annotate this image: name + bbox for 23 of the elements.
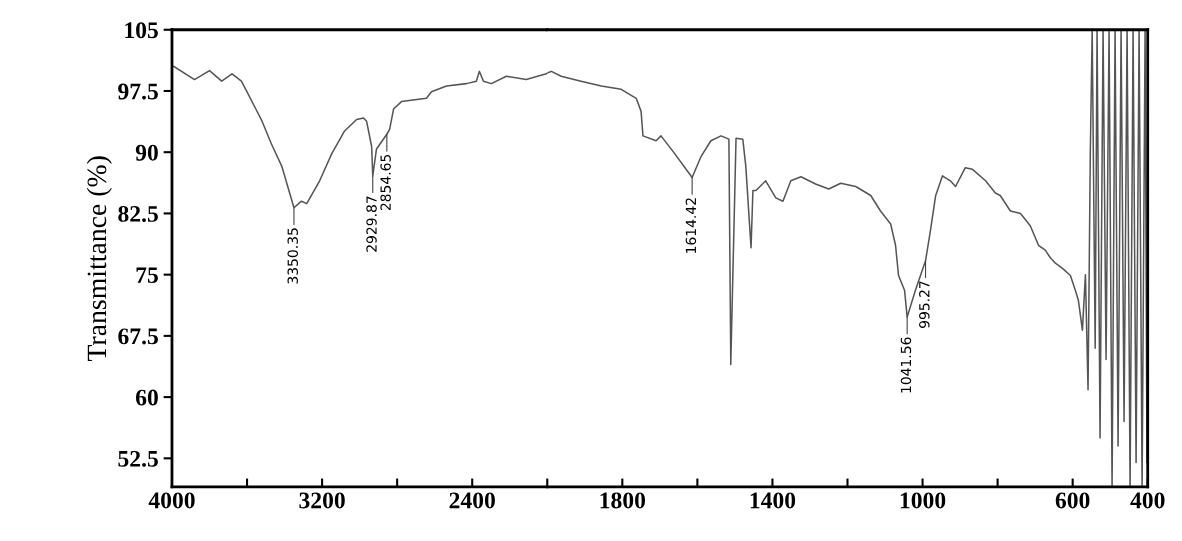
y-tick-label: 60 xyxy=(135,389,158,406)
annotation: 3350.35 xyxy=(287,228,298,284)
annotation: 1614.42 xyxy=(685,198,697,253)
annotation: 995.27 xyxy=(919,281,930,328)
x-tick-label: 3200 xyxy=(299,492,345,509)
y-tick-label: 75 xyxy=(136,267,158,284)
x-tick-label: 2400 xyxy=(449,492,495,509)
y-tick-label: 105 xyxy=(125,22,158,39)
y-tick-label: 97.5 xyxy=(118,83,158,100)
annotation: 2929.87 xyxy=(366,196,377,252)
x-tick-label: 1400 xyxy=(750,492,796,509)
x-tick-label: 400 xyxy=(1130,492,1165,509)
y-tick-label: 90 xyxy=(135,144,158,161)
x-tick-label: 1800 xyxy=(600,492,646,509)
x-tick-label: 4000 xyxy=(148,492,195,509)
y-tick-label: 82.5 xyxy=(118,205,158,222)
annotation: 1041.56 xyxy=(900,337,912,393)
annotation: 2854.65 xyxy=(380,154,391,211)
y-tick-label: 67.5 xyxy=(118,328,158,345)
y-tick-label: 52.5 xyxy=(118,450,158,467)
x-tick-label: 1000 xyxy=(900,492,946,509)
y-axis-title: Transmittance (%) xyxy=(86,156,112,362)
x-tick-label: 600 xyxy=(1055,492,1090,509)
